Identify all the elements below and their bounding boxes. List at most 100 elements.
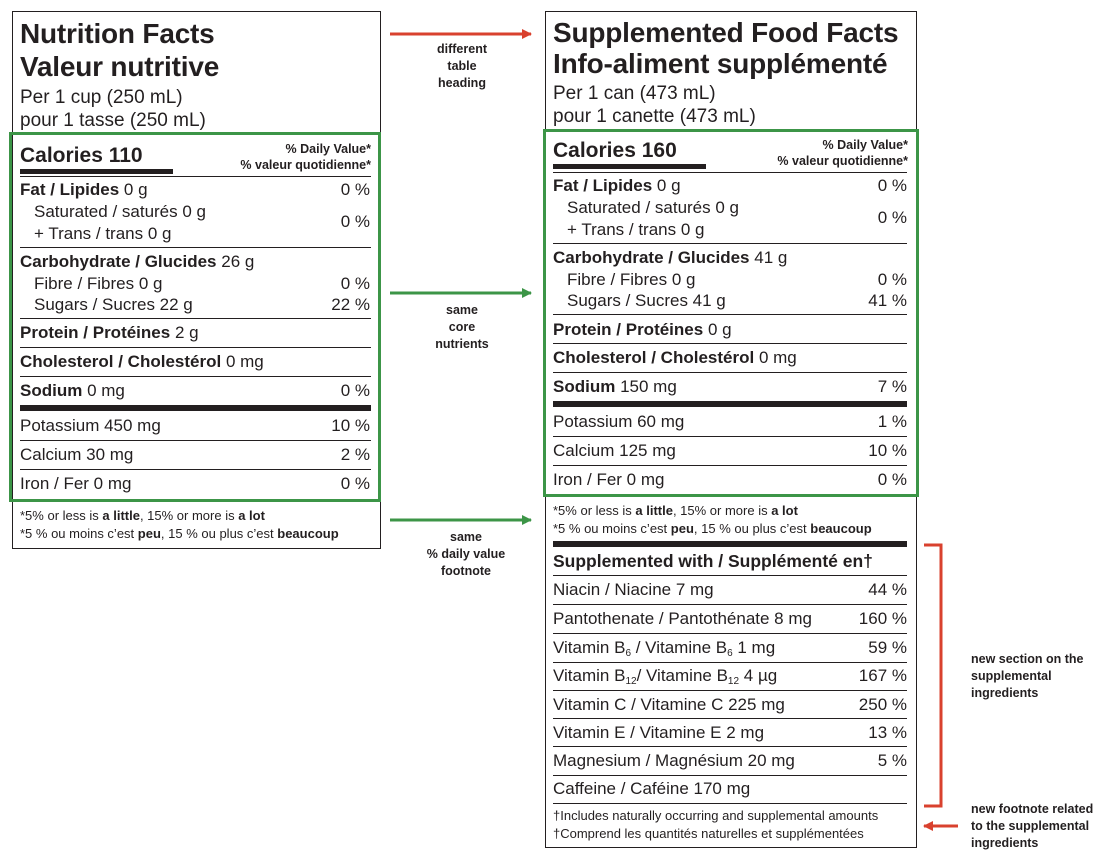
dagger-footnote-en: †Includes naturally occurring and supple… (553, 808, 879, 823)
right-carb-row: Carbohydrate / Glucides 41 g (553, 248, 788, 267)
supp-vitc-row: Vitamin C / Vitamine C 225 mg (553, 695, 785, 714)
left-calories-underline (20, 169, 173, 174)
supp-divider (553, 803, 907, 805)
left-thick-divider (20, 405, 371, 411)
right-divider (553, 372, 907, 374)
right-divider (553, 343, 907, 345)
right-divider (553, 314, 907, 316)
supp-caffeine-row: Caffeine / Caféine 170 mg (553, 779, 751, 798)
left-footnote-en: *5% or less is a little, 15% or more is … (20, 508, 265, 523)
left-sodium-row: Sodium 0 mg (20, 381, 125, 400)
supp-divider (553, 633, 907, 635)
left-sugars-row: Sugars / Sucres 22 g (34, 295, 193, 314)
annotation-new-section: new section on the supplemental ingredient… (971, 652, 1084, 700)
right-title-fr: Info-aliment supplémenté (553, 48, 888, 79)
supp-divider (553, 746, 907, 748)
supp-vite-pct: 13 % (868, 723, 907, 742)
left-sat-row: Saturated / saturés 0 g (34, 202, 206, 221)
right-potassium-pct: 1 % (877, 412, 907, 431)
left-serving-en: Per 1 cup (250 mL) (20, 87, 183, 108)
right-divider (553, 436, 907, 438)
left-divider (20, 318, 371, 320)
left-protein-row: Protein / Protéines 2 g (20, 323, 199, 342)
right-calories-value: 160 (641, 139, 677, 162)
right-iron-pct: 0 % (877, 470, 907, 489)
right-sugars-pct: 41 % (868, 291, 907, 310)
supp-divider (553, 604, 907, 606)
right-thick-divider (553, 401, 907, 407)
right-protein-row: Protein / Protéines 0 g (553, 320, 732, 339)
supp-b6-pct: 59 % (868, 638, 907, 657)
left-potassium-row: Potassium 450 mg (20, 416, 161, 435)
right-dv-header-en: % Daily Value* (822, 138, 908, 152)
annotation-different-heading: different table heading (437, 42, 487, 90)
right-fat-pct: 0 % (877, 176, 907, 195)
right-dv-header-fr: % valeur quotidienne* (777, 154, 908, 168)
left-sat-pct: 0 % (340, 212, 370, 231)
supp-divider (553, 718, 907, 720)
supp-pantothenate-pct: 160 % (858, 609, 907, 628)
right-supplemented-thick-divider (553, 541, 907, 547)
left-fibre-row: Fibre / Fibres 0 g (34, 274, 163, 293)
supp-divider (553, 690, 907, 692)
right-trans-row: + Trans / trans 0 g (567, 220, 705, 239)
left-footnote-fr: *5 % ou moins c’est peu, 15 % ou plus c’… (20, 526, 339, 541)
left-sodium-pct: 0 % (340, 381, 370, 400)
supplemental-bracket (924, 543, 943, 808)
nutrition-facts-table (12, 11, 381, 549)
right-iron-row: Iron / Fer 0 mg (553, 470, 665, 489)
left-calcium-pct: 2 % (340, 445, 370, 464)
left-potassium-pct: 10 % (331, 416, 370, 435)
right-divider (553, 243, 907, 245)
right-serving-fr: pour 1 canette (473 mL) (553, 106, 756, 127)
left-divider (20, 247, 371, 249)
right-cholesterol-row: Cholesterol / Cholestérol 0 mg (553, 348, 797, 367)
supp-vitc-pct: 250 % (858, 695, 907, 714)
right-calories-label: Calories (553, 139, 636, 162)
left-serving-fr: pour 1 tasse (250 mL) (20, 110, 206, 131)
right-core-nutrients-highlight (543, 129, 919, 497)
right-title-en: Supplemented Food Facts (553, 17, 899, 48)
supp-divider (553, 575, 907, 577)
right-sat-row: Saturated / saturés 0 g (567, 198, 739, 217)
right-sodium-pct: 7 % (877, 377, 907, 396)
left-core-nutrients-highlight (9, 132, 381, 502)
supp-b12-pct: 167 % (858, 666, 907, 685)
supp-niacin-pct: 44 % (868, 580, 907, 599)
left-fat-row: Fat / Lipides 0 g (20, 180, 148, 199)
left-calcium-row: Calcium 30 mg (20, 445, 134, 464)
left-iron-row: Iron / Fer 0 mg (20, 474, 132, 493)
supp-vite-row: Vitamin E / Vitamine E 2 mg (553, 723, 765, 742)
right-calories: Calories 160 (553, 139, 677, 163)
supplemented-food-facts-table (545, 11, 917, 848)
left-divider (20, 347, 371, 349)
supp-niacin-row: Niacin / Niacine 7 mg (553, 580, 714, 599)
right-calcium-pct: 10 % (868, 441, 907, 460)
right-calcium-row: Calcium 125 mg (553, 441, 676, 460)
supp-magnesium-pct: 5 % (877, 751, 907, 770)
left-sugars-pct: 22 % (331, 295, 370, 314)
right-divider (553, 465, 907, 467)
right-sodium-row: Sodium 150 mg (553, 377, 677, 396)
right-sugars-row: Sugars / Sucres 41 g (567, 291, 726, 310)
left-fibre-pct: 0 % (340, 274, 370, 293)
left-title-fr: Valeur nutritive (20, 51, 220, 82)
supp-divider (553, 662, 907, 664)
left-calories-label: Calories (20, 144, 103, 167)
right-potassium-row: Potassium 60 mg (553, 412, 685, 431)
annotation-new-footnote: new footnote related to the supplemental i… (971, 802, 1094, 850)
right-serving-en: Per 1 can (473 mL) (553, 83, 716, 104)
supp-b12-row: Vitamin B12/ Vitamine B12 4 µg (553, 666, 778, 687)
right-fibre-row: Fibre / Fibres 0 g (567, 270, 696, 289)
right-fat-row: Fat / Lipides 0 g (553, 176, 681, 195)
left-divider (20, 440, 371, 442)
right-fibre-pct: 0 % (877, 270, 907, 289)
supplemented-heading: Supplemented with / Supplémenté en† (553, 551, 873, 571)
left-divider-top (20, 176, 371, 178)
annotation-same-core-nutrients: same core nutrients (435, 303, 489, 351)
left-carb-row: Carbohydrate / Glucides 26 g (20, 252, 255, 271)
right-footnote-fr: *5 % ou moins c’est peu, 15 % ou plus c’… (553, 521, 872, 536)
left-fat-pct: 0 % (340, 180, 370, 199)
left-calories: Calories 110 (20, 144, 143, 168)
